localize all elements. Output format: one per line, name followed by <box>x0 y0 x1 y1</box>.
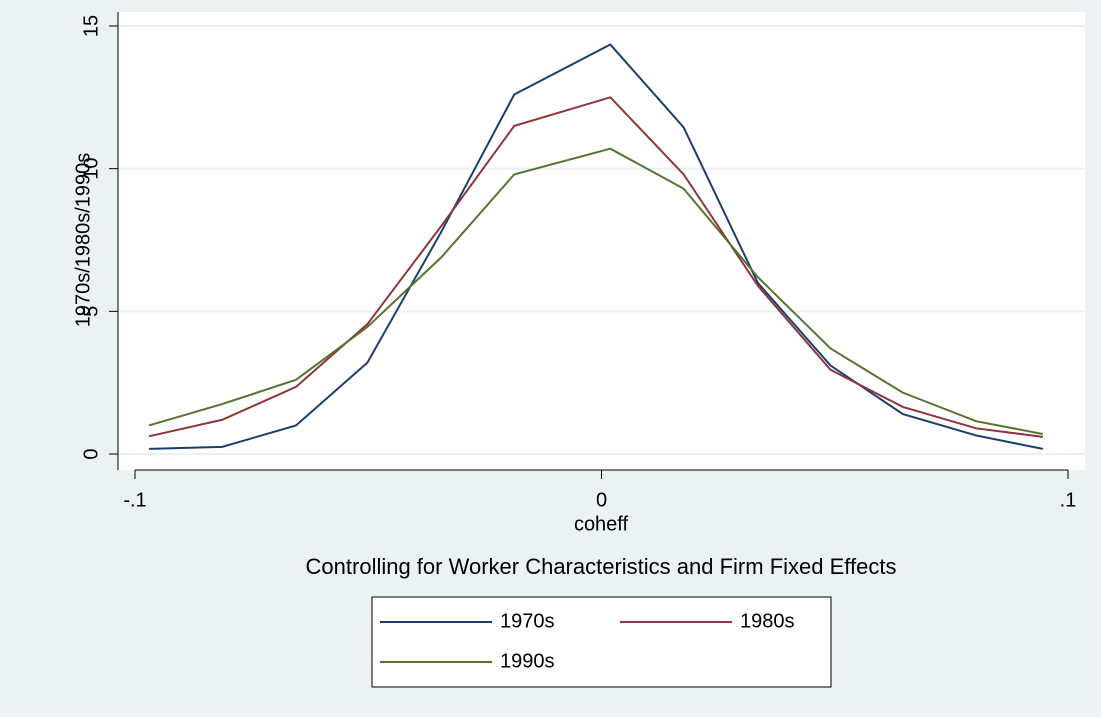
series-line <box>148 43 1044 450</box>
series-line <box>148 147 1043 436</box>
legend-label: 1970s <box>500 610 555 632</box>
series-line <box>148 96 1043 438</box>
y-axis-label: 1970s/1980s/1990s <box>72 153 94 328</box>
y-tick-label: 0 <box>80 448 102 459</box>
y-tick-label: 5 <box>80 306 102 317</box>
y-tick-label: 15 <box>80 15 102 37</box>
x-tick-label: -.1 <box>123 489 146 511</box>
x-tick-label: .1 <box>1060 489 1077 511</box>
x-axis-label: coheff <box>574 513 629 535</box>
subtitle: Controlling for Worker Characteristics a… <box>306 554 897 579</box>
legend-label: 1990s <box>500 650 555 672</box>
x-tick-label: 0 <box>596 489 607 511</box>
legend-label: 1980s <box>740 610 795 632</box>
legend <box>371 596 832 688</box>
y-tick-label: 10 <box>80 158 102 180</box>
